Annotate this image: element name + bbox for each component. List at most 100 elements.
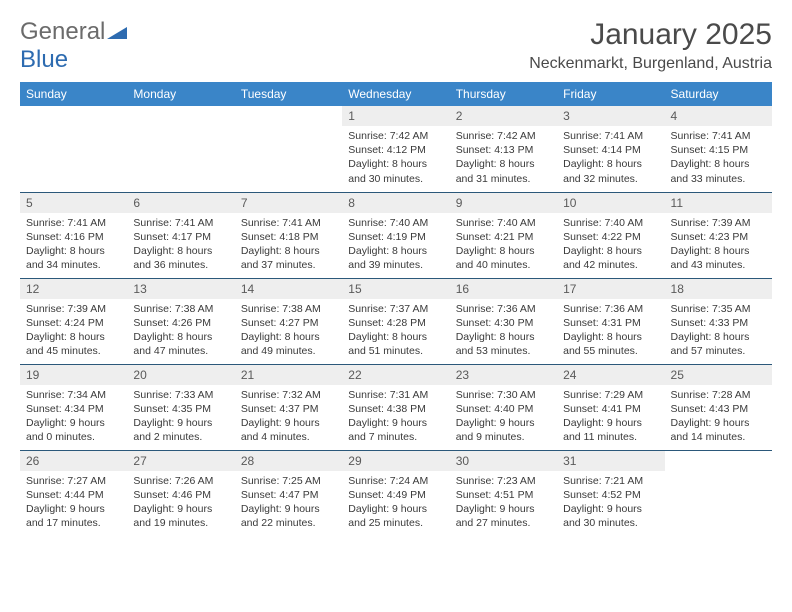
day-data: Sunrise: 7:38 AMSunset: 4:26 PMDaylight:… bbox=[127, 299, 234, 361]
calendar-day-cell: 26Sunrise: 7:27 AMSunset: 4:44 PMDayligh… bbox=[20, 450, 127, 536]
calendar-day-cell: 29Sunrise: 7:24 AMSunset: 4:49 PMDayligh… bbox=[342, 450, 449, 536]
calendar-day-cell: 1Sunrise: 7:42 AMSunset: 4:12 PMDaylight… bbox=[342, 106, 449, 192]
calendar-day-cell: 16Sunrise: 7:36 AMSunset: 4:30 PMDayligh… bbox=[450, 278, 557, 364]
calendar-day-cell: 24Sunrise: 7:29 AMSunset: 4:41 PMDayligh… bbox=[557, 364, 664, 450]
day-number: 27 bbox=[127, 451, 234, 471]
day-number: 5 bbox=[20, 193, 127, 213]
day-number: 24 bbox=[557, 365, 664, 385]
day-data: Sunrise: 7:21 AMSunset: 4:52 PMDaylight:… bbox=[557, 471, 664, 533]
page-header: GeneralBlue January 2025 Neckenmarkt, Bu… bbox=[20, 18, 772, 74]
day-number: 31 bbox=[557, 451, 664, 471]
day-data: Sunrise: 7:28 AMSunset: 4:43 PMDaylight:… bbox=[665, 385, 772, 447]
calendar-day-cell: 28Sunrise: 7:25 AMSunset: 4:47 PMDayligh… bbox=[235, 450, 342, 536]
day-data: Sunrise: 7:24 AMSunset: 4:49 PMDaylight:… bbox=[342, 471, 449, 533]
calendar-day-cell: 2Sunrise: 7:42 AMSunset: 4:13 PMDaylight… bbox=[450, 106, 557, 192]
day-data: Sunrise: 7:40 AMSunset: 4:21 PMDaylight:… bbox=[450, 213, 557, 275]
day-header: Monday bbox=[127, 82, 234, 106]
day-number: 16 bbox=[450, 279, 557, 299]
day-data: Sunrise: 7:37 AMSunset: 4:28 PMDaylight:… bbox=[342, 299, 449, 361]
day-number: 8 bbox=[342, 193, 449, 213]
day-number: 26 bbox=[20, 451, 127, 471]
calendar-week-row: 19Sunrise: 7:34 AMSunset: 4:34 PMDayligh… bbox=[20, 364, 772, 450]
calendar-day-cell: 9Sunrise: 7:40 AMSunset: 4:21 PMDaylight… bbox=[450, 192, 557, 278]
day-number: 20 bbox=[127, 365, 234, 385]
day-number: 3 bbox=[557, 106, 664, 126]
calendar-day-cell: 22Sunrise: 7:31 AMSunset: 4:38 PMDayligh… bbox=[342, 364, 449, 450]
day-header-row: SundayMondayTuesdayWednesdayThursdayFrid… bbox=[20, 82, 772, 106]
day-data: Sunrise: 7:29 AMSunset: 4:41 PMDaylight:… bbox=[557, 385, 664, 447]
day-number: 15 bbox=[342, 279, 449, 299]
calendar-day-cell: 7Sunrise: 7:41 AMSunset: 4:18 PMDaylight… bbox=[235, 192, 342, 278]
calendar-day-cell: 21Sunrise: 7:32 AMSunset: 4:37 PMDayligh… bbox=[235, 364, 342, 450]
month-title: January 2025 bbox=[529, 18, 772, 52]
day-number: 18 bbox=[665, 279, 772, 299]
day-number: 25 bbox=[665, 365, 772, 385]
day-data: Sunrise: 7:39 AMSunset: 4:24 PMDaylight:… bbox=[20, 299, 127, 361]
title-block: January 2025 Neckenmarkt, Burgenland, Au… bbox=[529, 18, 772, 73]
day-number: 21 bbox=[235, 365, 342, 385]
day-data: Sunrise: 7:30 AMSunset: 4:40 PMDaylight:… bbox=[450, 385, 557, 447]
day-data: Sunrise: 7:39 AMSunset: 4:23 PMDaylight:… bbox=[665, 213, 772, 275]
day-number: 17 bbox=[557, 279, 664, 299]
brand-triangle-icon bbox=[107, 18, 127, 46]
calendar-body: ... 1Sunrise: 7:42 AMSunset: 4:12 PMDayli… bbox=[20, 106, 772, 536]
day-number: 12 bbox=[20, 279, 127, 299]
calendar-day-cell: 13Sunrise: 7:38 AMSunset: 4:26 PMDayligh… bbox=[127, 278, 234, 364]
calendar-day-cell: 14Sunrise: 7:38 AMSunset: 4:27 PMDayligh… bbox=[235, 278, 342, 364]
calendar-day-cell: 15Sunrise: 7:37 AMSunset: 4:28 PMDayligh… bbox=[342, 278, 449, 364]
calendar-day-cell: 31Sunrise: 7:21 AMSunset: 4:52 PMDayligh… bbox=[557, 450, 664, 536]
day-number: 6 bbox=[127, 193, 234, 213]
calendar-day-cell: 11Sunrise: 7:39 AMSunset: 4:23 PMDayligh… bbox=[665, 192, 772, 278]
day-data: Sunrise: 7:42 AMSunset: 4:12 PMDaylight:… bbox=[342, 126, 449, 188]
calendar-day-cell: 18Sunrise: 7:35 AMSunset: 4:33 PMDayligh… bbox=[665, 278, 772, 364]
calendar-day-cell: 17Sunrise: 7:36 AMSunset: 4:31 PMDayligh… bbox=[557, 278, 664, 364]
day-data: Sunrise: 7:23 AMSunset: 4:51 PMDaylight:… bbox=[450, 471, 557, 533]
day-data: Sunrise: 7:40 AMSunset: 4:19 PMDaylight:… bbox=[342, 213, 449, 275]
day-number: 4 bbox=[665, 106, 772, 126]
day-data: Sunrise: 7:41 AMSunset: 4:18 PMDaylight:… bbox=[235, 213, 342, 275]
calendar-day-cell: 25Sunrise: 7:28 AMSunset: 4:43 PMDayligh… bbox=[665, 364, 772, 450]
calendar-day-cell: 20Sunrise: 7:33 AMSunset: 4:35 PMDayligh… bbox=[127, 364, 234, 450]
calendar-day-cell: 12Sunrise: 7:39 AMSunset: 4:24 PMDayligh… bbox=[20, 278, 127, 364]
day-header: Tuesday bbox=[235, 82, 342, 106]
day-header: Friday bbox=[557, 82, 664, 106]
day-number: 9 bbox=[450, 193, 557, 213]
day-number: 13 bbox=[127, 279, 234, 299]
day-data: Sunrise: 7:36 AMSunset: 4:30 PMDaylight:… bbox=[450, 299, 557, 361]
day-number: 30 bbox=[450, 451, 557, 471]
day-header: Saturday bbox=[665, 82, 772, 106]
day-number: 2 bbox=[450, 106, 557, 126]
day-number: 28 bbox=[235, 451, 342, 471]
calendar-day-cell: 19Sunrise: 7:34 AMSunset: 4:34 PMDayligh… bbox=[20, 364, 127, 450]
day-data: Sunrise: 7:41 AMSunset: 4:15 PMDaylight:… bbox=[665, 126, 772, 188]
calendar-day-cell: 23Sunrise: 7:30 AMSunset: 4:40 PMDayligh… bbox=[450, 364, 557, 450]
brand-text: GeneralBlue bbox=[20, 18, 127, 74]
calendar-day-cell: . bbox=[20, 106, 127, 192]
calendar-week-row: 12Sunrise: 7:39 AMSunset: 4:24 PMDayligh… bbox=[20, 278, 772, 364]
calendar-day-cell: 30Sunrise: 7:23 AMSunset: 4:51 PMDayligh… bbox=[450, 450, 557, 536]
day-data: Sunrise: 7:38 AMSunset: 4:27 PMDaylight:… bbox=[235, 299, 342, 361]
brand-part1: General bbox=[20, 18, 105, 45]
calendar-day-cell: 3Sunrise: 7:41 AMSunset: 4:14 PMDaylight… bbox=[557, 106, 664, 192]
calendar-week-row: 26Sunrise: 7:27 AMSunset: 4:44 PMDayligh… bbox=[20, 450, 772, 536]
calendar-day-cell: 4Sunrise: 7:41 AMSunset: 4:15 PMDaylight… bbox=[665, 106, 772, 192]
day-data: Sunrise: 7:36 AMSunset: 4:31 PMDaylight:… bbox=[557, 299, 664, 361]
calendar-day-cell: 27Sunrise: 7:26 AMSunset: 4:46 PMDayligh… bbox=[127, 450, 234, 536]
brand-part2: Blue bbox=[20, 46, 68, 73]
calendar-table: SundayMondayTuesdayWednesdayThursdayFrid… bbox=[20, 82, 772, 536]
day-number: 14 bbox=[235, 279, 342, 299]
day-header: Sunday bbox=[20, 82, 127, 106]
location-text: Neckenmarkt, Burgenland, Austria bbox=[529, 55, 772, 73]
calendar-day-cell: . bbox=[665, 450, 772, 536]
day-header: Thursday bbox=[450, 82, 557, 106]
calendar-day-cell: . bbox=[127, 106, 234, 192]
day-header: Wednesday bbox=[342, 82, 449, 106]
day-data: Sunrise: 7:27 AMSunset: 4:44 PMDaylight:… bbox=[20, 471, 127, 533]
calendar-day-cell: 10Sunrise: 7:40 AMSunset: 4:22 PMDayligh… bbox=[557, 192, 664, 278]
day-number: 10 bbox=[557, 193, 664, 213]
day-data: Sunrise: 7:40 AMSunset: 4:22 PMDaylight:… bbox=[557, 213, 664, 275]
day-data: Sunrise: 7:41 AMSunset: 4:16 PMDaylight:… bbox=[20, 213, 127, 275]
calendar-day-cell: 5Sunrise: 7:41 AMSunset: 4:16 PMDaylight… bbox=[20, 192, 127, 278]
day-data: Sunrise: 7:34 AMSunset: 4:34 PMDaylight:… bbox=[20, 385, 127, 447]
day-data: Sunrise: 7:42 AMSunset: 4:13 PMDaylight:… bbox=[450, 126, 557, 188]
